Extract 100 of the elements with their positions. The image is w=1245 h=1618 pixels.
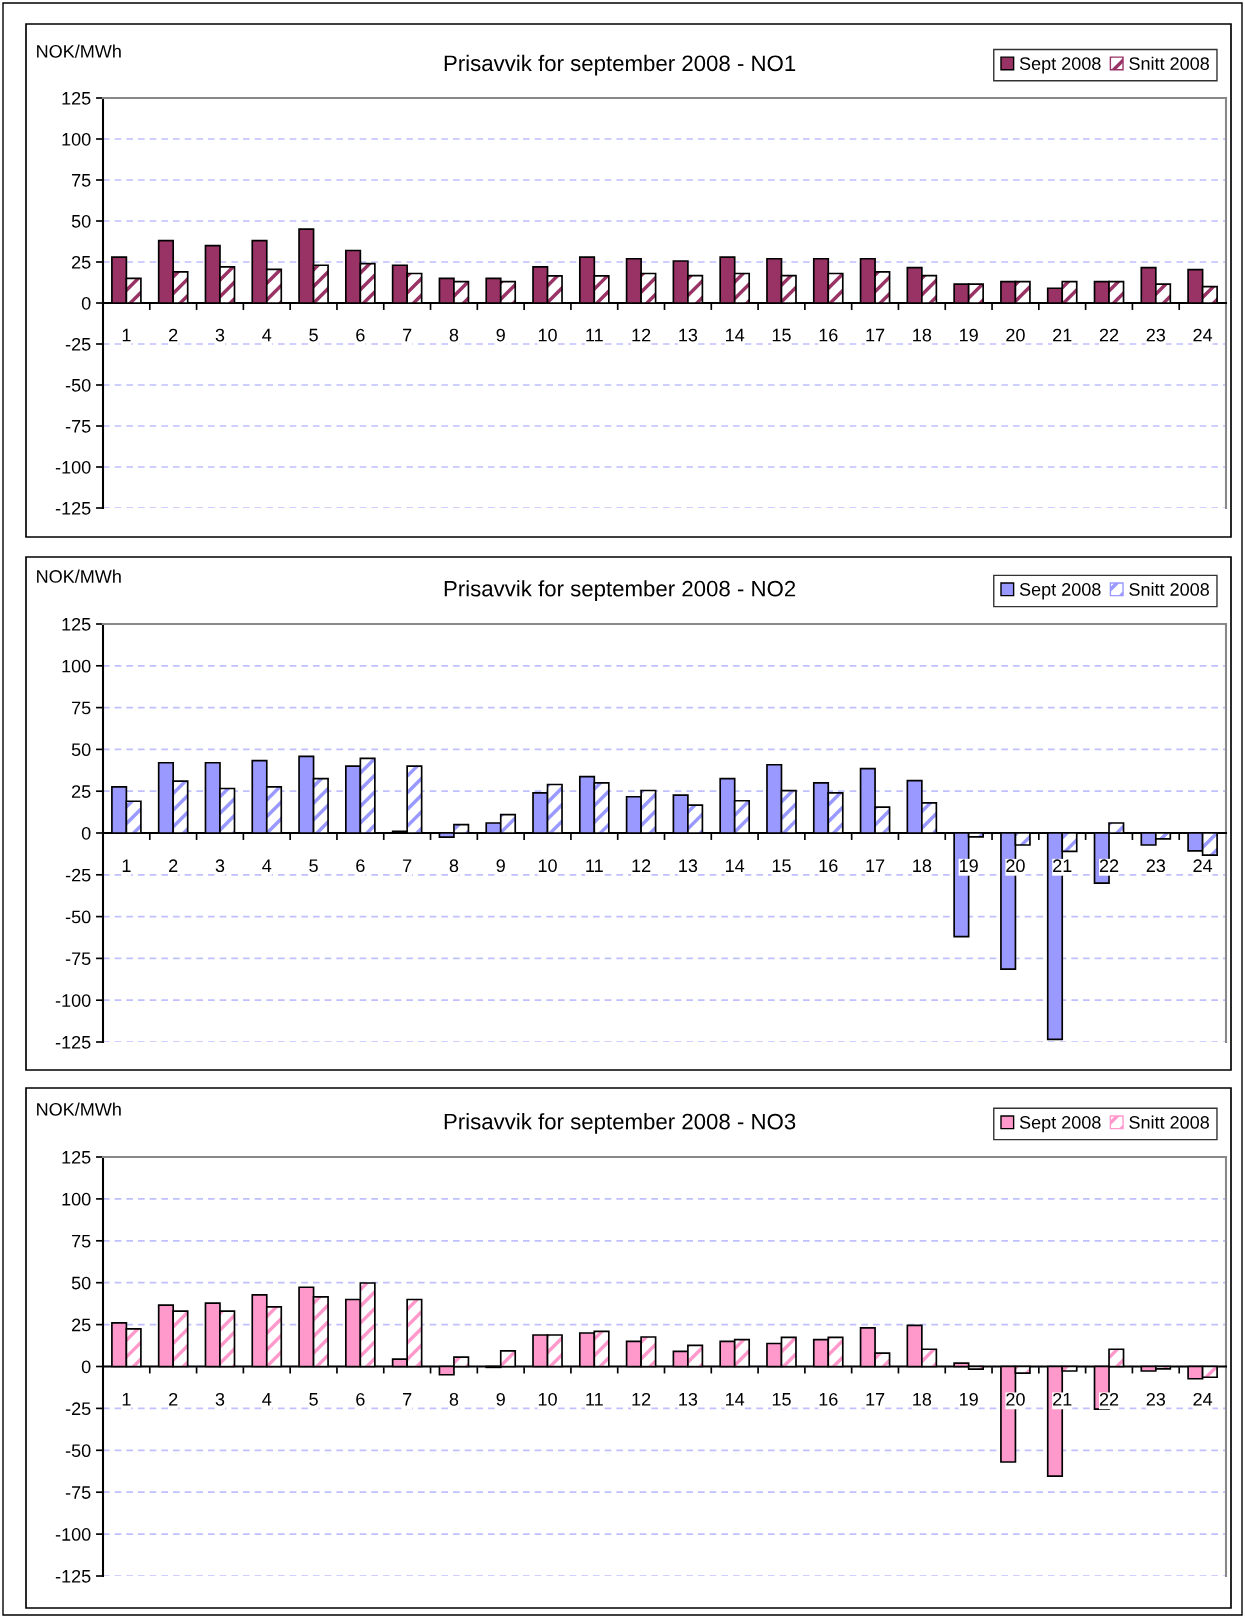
y-tick-label: 100 bbox=[62, 132, 91, 146]
y-tick-label: 125 bbox=[62, 91, 91, 105]
x-tick-label: 11 bbox=[586, 859, 603, 872]
x-tick-label: 5 bbox=[309, 859, 318, 873]
y-tick-label: -75 bbox=[65, 1486, 91, 1499]
y-tick-label: -25 bbox=[65, 868, 91, 882]
x-tick-label: 1 bbox=[122, 328, 131, 342]
x-tick-label: 15 bbox=[772, 859, 791, 873]
y-tick-label: 50 bbox=[71, 1276, 91, 1290]
y-tick-label: -125 bbox=[55, 501, 91, 515]
y-axis-title: NOK/MWh bbox=[37, 44, 121, 58]
legend-label: Snitt 2008 bbox=[1129, 1115, 1209, 1129]
x-tick-label: 13 bbox=[679, 1392, 698, 1406]
x-tick-label: 24 bbox=[1193, 328, 1213, 342]
x-tick-label: 3 bbox=[215, 328, 225, 342]
x-tick-label: 6 bbox=[356, 328, 365, 342]
x-tick-label: 3 bbox=[215, 1392, 225, 1406]
y-tick-label: 0 bbox=[81, 296, 91, 310]
x-tick-label: 16 bbox=[819, 1392, 838, 1406]
x-tick-label: 14 bbox=[726, 328, 745, 342]
y-tick-label: 125 bbox=[62, 617, 91, 631]
y-tick-label: -100 bbox=[55, 460, 91, 474]
x-tick-label: 18 bbox=[913, 1392, 932, 1406]
x-tick-label: 4 bbox=[262, 1393, 272, 1406]
x-tick-label: 12 bbox=[632, 1392, 651, 1406]
x-tick-label: 6 bbox=[356, 1392, 365, 1406]
x-tick-label: 1 bbox=[122, 1393, 131, 1406]
y-tick-label: -75 bbox=[65, 952, 91, 966]
y-tick-label: -100 bbox=[55, 994, 91, 1007]
x-tick-label: 20 bbox=[1006, 859, 1025, 873]
x-tick-label: 7 bbox=[403, 859, 412, 872]
legend-label: Sept 2008 bbox=[1019, 1116, 1101, 1133]
x-tick-label: 15 bbox=[772, 1393, 791, 1406]
x-tick-label: 23 bbox=[1146, 1392, 1166, 1406]
y-tick-label: 75 bbox=[72, 1234, 91, 1248]
x-tick-label: 16 bbox=[819, 859, 838, 873]
x-tick-label: 24 bbox=[1193, 859, 1213, 872]
chart-title: Prisavvik for september 2008 - NO3 bbox=[444, 1113, 796, 1134]
x-tick-label: 21 bbox=[1053, 1392, 1072, 1406]
x-tick-label: 20 bbox=[1006, 1392, 1025, 1406]
x-tick-label: 22 bbox=[1099, 1392, 1119, 1406]
x-tick-label: 21 bbox=[1053, 859, 1072, 872]
x-tick-label: 13 bbox=[679, 859, 698, 873]
y-tick-label: 25 bbox=[72, 785, 91, 798]
x-tick-label: 8 bbox=[449, 328, 459, 342]
x-tick-label: 11 bbox=[586, 328, 603, 342]
y-tick-label: 0 bbox=[81, 826, 91, 840]
legend-label: Snitt 2008 bbox=[1129, 582, 1209, 596]
y-tick-label: -25 bbox=[65, 337, 91, 351]
x-tick-label: 18 bbox=[913, 859, 932, 873]
x-tick-label: 13 bbox=[679, 328, 698, 342]
x-tick-label: 24 bbox=[1193, 1392, 1213, 1406]
y-tick-label: -125 bbox=[55, 1035, 91, 1049]
y-axis-title: NOK/MWh bbox=[37, 1102, 121, 1116]
x-tick-label: 10 bbox=[538, 1392, 557, 1406]
x-tick-label: 18 bbox=[913, 328, 932, 342]
x-tick-label: 14 bbox=[726, 859, 745, 872]
x-tick-label: 12 bbox=[632, 328, 651, 342]
y-tick-label: -50 bbox=[65, 1444, 91, 1458]
legend-label: Sept 2008 bbox=[1019, 583, 1101, 600]
y-tick-label: 75 bbox=[72, 701, 91, 715]
x-tick-label: 20 bbox=[1006, 328, 1025, 342]
x-tick-label: 8 bbox=[449, 859, 459, 873]
x-tick-label: 2 bbox=[169, 328, 178, 342]
chart-title: Prisavvik for september 2008 - NO1 bbox=[444, 54, 796, 76]
x-tick-label: 15 bbox=[772, 328, 791, 342]
x-tick-label: 10 bbox=[538, 859, 557, 873]
y-axis-title: NOK/MWh bbox=[37, 569, 121, 583]
y-tick-label: 25 bbox=[72, 255, 91, 269]
x-tick-label: 5 bbox=[309, 1393, 318, 1406]
y-tick-label: 50 bbox=[71, 214, 91, 228]
x-tick-label: 23 bbox=[1146, 859, 1166, 873]
x-tick-label: 21 bbox=[1053, 328, 1072, 342]
x-tick-label: 23 bbox=[1146, 328, 1166, 342]
x-tick-label: 7 bbox=[403, 328, 412, 342]
y-tick-label: -50 bbox=[65, 378, 91, 392]
legend-label: Snitt 2008 bbox=[1129, 56, 1209, 70]
x-tick-label: 6 bbox=[356, 859, 365, 873]
x-tick-label: 22 bbox=[1099, 859, 1119, 872]
x-tick-label: 19 bbox=[959, 1392, 978, 1406]
x-tick-label: 3 bbox=[215, 859, 225, 873]
x-tick-label: 17 bbox=[866, 328, 885, 342]
y-tick-label: -75 bbox=[65, 420, 91, 433]
y-tick-label: 100 bbox=[62, 659, 91, 673]
y-tick-label: -25 bbox=[65, 1402, 91, 1416]
x-tick-label: 1 bbox=[122, 859, 131, 872]
x-tick-label: 4 bbox=[262, 328, 272, 342]
x-tick-label: 9 bbox=[496, 328, 505, 342]
chart-title: Prisavvik for september 2008 - NO2 bbox=[444, 580, 796, 601]
x-tick-label: 5 bbox=[309, 328, 318, 342]
y-tick-label: 50 bbox=[71, 743, 91, 757]
x-tick-label: 17 bbox=[866, 1393, 885, 1406]
x-tick-label: 22 bbox=[1099, 328, 1119, 342]
y-tick-label: 75 bbox=[72, 174, 91, 187]
x-tick-label: 2 bbox=[169, 1392, 178, 1406]
x-tick-label: 11 bbox=[586, 1393, 603, 1406]
y-tick-label: 125 bbox=[62, 1150, 91, 1164]
x-tick-label: 9 bbox=[496, 1392, 505, 1406]
y-tick-label: 25 bbox=[72, 1318, 91, 1332]
x-tick-label: 16 bbox=[819, 328, 838, 342]
